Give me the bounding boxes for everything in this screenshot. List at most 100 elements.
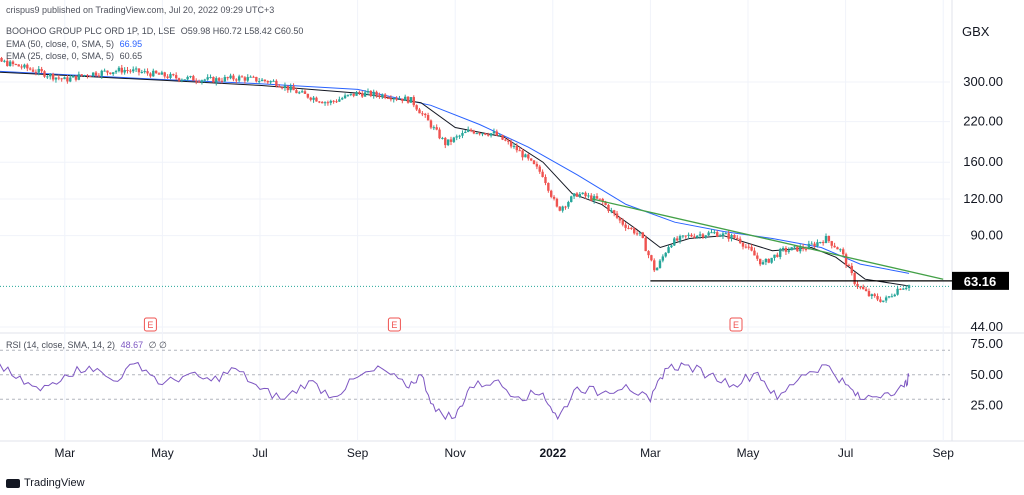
candle-body [172,74,175,76]
candle-body [449,139,453,142]
candle-body [784,247,788,252]
candle-body [618,217,622,221]
candle-body [570,196,573,203]
candle-body [847,265,851,267]
candle-body [819,242,822,244]
candle-body [6,60,9,66]
candle-body [226,77,229,79]
rsi-line [0,361,910,421]
candle-body [741,242,745,247]
candle-body [298,92,301,94]
candle-body [547,183,550,191]
earnings-marker [143,317,157,332]
candle-body [796,246,799,252]
candle-body [793,246,796,248]
candle-body [240,76,244,78]
candle-body [452,137,456,142]
legend-ema50-row[interactable]: EMA (50, close, 0, SMA, 5) 66.95 [6,39,142,49]
candle-body [215,78,218,83]
candle-body [492,131,496,134]
time-tick-label: Sep [347,446,369,460]
legend-rsi-row[interactable]: RSI (14, close, SMA, 14, 2) 48.67 ∅ ∅ [6,340,167,351]
candle-body [143,71,146,73]
candle-body [140,71,144,73]
candle-body [292,86,295,91]
candle-body [444,137,447,146]
candle-body [160,72,164,75]
earnings-marker-label: E [147,320,153,330]
price-tick-label: 220.00 [963,114,1003,129]
candle-body [584,192,587,197]
candle-body [896,288,899,295]
footer-brand[interactable]: TradingView [6,477,85,489]
candle-body [804,248,808,250]
price-tag-label: 63.16 [964,274,997,289]
candle-body [232,75,235,80]
candle-body [661,256,665,261]
candle-body [653,260,656,271]
candle-body [853,273,856,284]
candle-body [693,236,696,238]
candle-body [189,76,192,78]
candle-body [129,70,132,72]
candle-body [435,127,438,130]
candle-body [899,288,902,290]
candle-body [673,238,676,246]
candle-body [495,131,499,136]
candle-body [761,262,765,265]
candle-body [870,294,874,297]
candle-body [429,120,433,128]
candle-body [83,74,86,76]
candle-body [438,129,441,139]
candle-body [667,247,670,253]
candle-body [810,243,813,245]
candle-body [572,193,576,197]
candle-body [664,252,667,257]
candle-body [320,102,324,104]
candle-body [326,102,330,104]
candle-body [180,79,184,81]
candle-body [89,75,92,77]
price-tick-label: 300.00 [963,74,1003,89]
candle-body [521,150,524,158]
candle-body [66,77,69,82]
legend-ema25-row[interactable]: EMA (25, close, 0, SMA, 5) 60.65 [6,51,142,61]
candle-body [406,96,410,103]
candle-body [275,80,278,87]
candle-body [220,80,224,82]
candle-body [578,194,582,197]
candle-body [807,243,811,250]
candle-body [152,70,155,77]
grid-layer [0,0,1024,442]
candle-body [177,78,181,81]
candle-body [217,78,221,81]
candle-body [498,134,501,136]
currency-label: GBX [962,24,990,39]
candle-body [655,267,659,271]
candle-body [864,289,868,292]
candle-body [186,76,189,80]
candle-body [235,79,238,81]
time-tick-label: Nov [445,446,466,460]
candle-body [469,129,473,131]
candle-body [647,251,650,256]
candle-body [581,192,584,195]
candle-body [86,74,89,76]
candle-body [684,235,687,237]
candle-body [813,243,816,247]
time-tick-label: Mar [640,446,661,460]
candle-body [255,76,258,82]
candle-body [197,81,201,83]
candle-body [94,72,98,76]
legend-symbol-row[interactable]: BOOHOO GROUP PLC ORD 1P, 1D, LSE O59.98 … [6,26,303,36]
candle-body [283,85,287,89]
tradingview-logo-icon [6,478,20,488]
candle-body [487,134,490,136]
publish-line: crispus9 published on TradingView.com, J… [6,5,275,15]
candle-body [69,77,72,82]
footer-brand-label: TradingView [24,477,85,489]
candle-body [455,136,458,138]
candle-body [146,71,149,74]
candle-body [71,75,75,78]
candle-body [841,249,845,255]
